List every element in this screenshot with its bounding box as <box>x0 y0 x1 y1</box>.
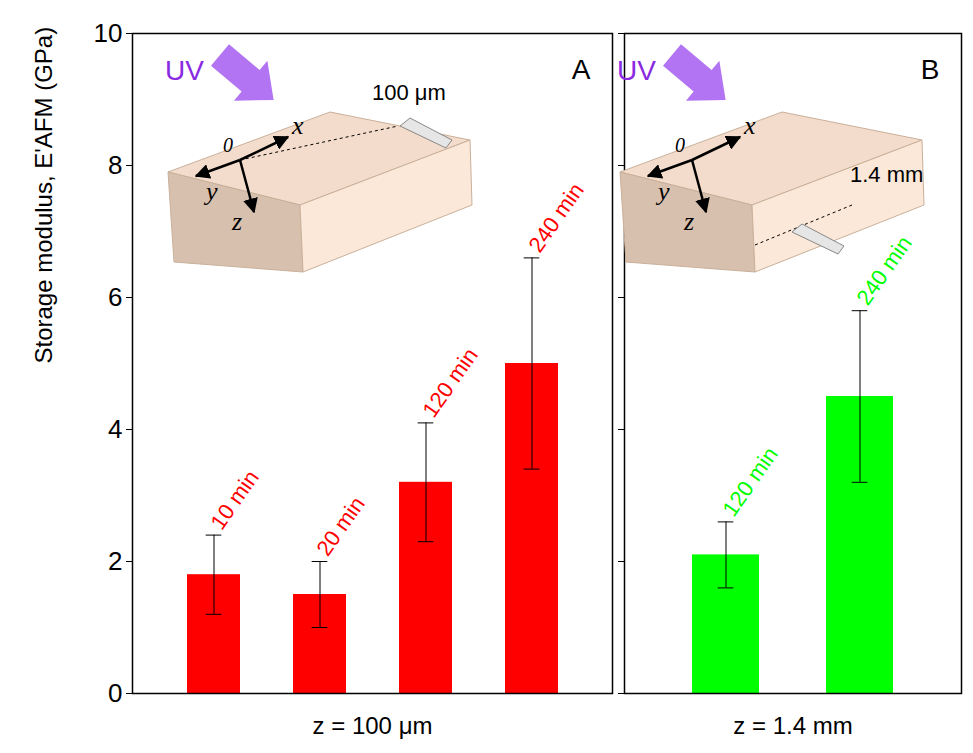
svg-text:x: x <box>743 111 756 140</box>
svg-text:UV: UV <box>617 55 656 86</box>
svg-text:8: 8 <box>108 150 122 180</box>
svg-text:100 μm: 100 μm <box>372 80 446 105</box>
svg-text:0: 0 <box>108 678 122 708</box>
svg-text:4: 4 <box>108 414 122 444</box>
svg-text:y: y <box>655 177 670 206</box>
svg-text:120 min: 120 min <box>717 442 782 520</box>
svg-text:z = 1.4 mm: z = 1.4 mm <box>733 712 852 739</box>
svg-text:10 min: 10 min <box>205 466 263 534</box>
svg-text:A: A <box>572 54 591 85</box>
svg-text:10: 10 <box>94 18 123 48</box>
svg-text:B: B <box>921 54 940 85</box>
svg-text:z = 100 μm: z = 100 μm <box>313 712 433 739</box>
svg-text:1.4 mm: 1.4 mm <box>850 162 923 187</box>
svg-text:Storage modulus, E'AFM (GPa): Storage modulus, E'AFM (GPa) <box>30 27 57 364</box>
svg-text:120 min: 120 min <box>417 343 482 421</box>
svg-text:z: z <box>683 207 694 236</box>
svg-text:z: z <box>231 207 242 236</box>
svg-text:6: 6 <box>108 282 122 312</box>
svg-text:0: 0 <box>223 134 233 156</box>
svg-text:20 min: 20 min <box>311 492 369 560</box>
svg-text:y: y <box>203 177 218 206</box>
svg-text:UV: UV <box>165 55 204 86</box>
svg-text:240 min: 240 min <box>523 178 588 256</box>
svg-text:x: x <box>291 111 304 140</box>
svg-text:240 min: 240 min <box>851 231 916 309</box>
svg-text:0: 0 <box>675 134 685 156</box>
svg-text:2: 2 <box>108 546 122 576</box>
